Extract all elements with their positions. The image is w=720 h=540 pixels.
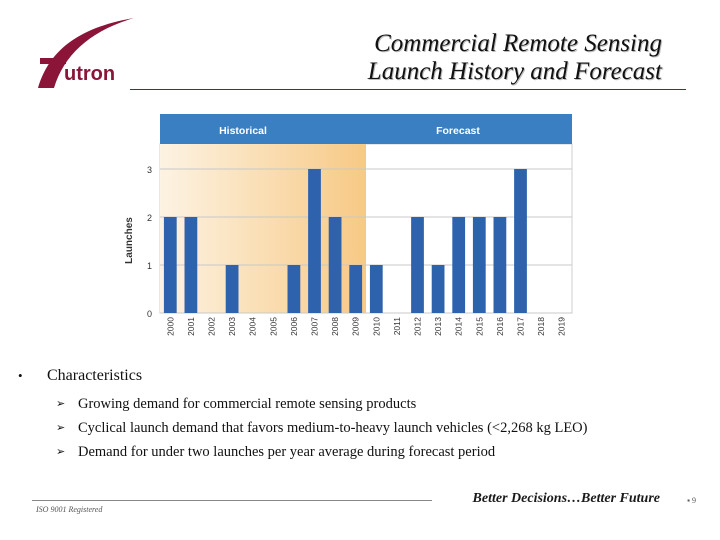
historical-label: Historical [219,125,267,137]
x-tick-label: 2019 [557,317,567,336]
x-tick-label: 2014 [454,317,464,336]
x-tick-label: 2006 [289,317,299,336]
x-tick-label: 2015 [474,317,484,336]
slide-title: Commercial Remote Sensing Launch History… [368,30,662,86]
sub-bullet-text: Cyclical launch demand that favors mediu… [78,420,588,436]
y-tick-label: 2 [147,213,152,223]
launch-chart: 0 1 2 3 2000 2001 2002 2003 2004 2005 2006 2007 2008… [124,114,573,336]
y-tick-label: 0 [147,309,152,319]
footer-tagline: Better Decisions…Better Future [472,491,660,506]
title-line-2: Launch History and Forecast [367,58,662,85]
sub-bullet-item: ➢ Demand for under two launches per year … [18,440,708,464]
bullet-dot-icon: • [18,368,23,383]
page-number-value: 9 [692,496,696,505]
logo-crossbar-icon [40,58,66,64]
bar [287,265,301,313]
bar [225,265,239,313]
bar [452,217,466,313]
characteristics-section: • Characteristics ➢ Growing demand for co… [18,366,708,464]
bullet-heading: Characteristics [47,367,143,384]
bar [349,265,363,313]
bar [411,217,424,313]
x-tick-label: 2008 [330,317,340,336]
logo-wordmark: utron [64,63,115,85]
title-divider [130,89,686,90]
logo-swoosh-icon [38,18,134,88]
arrow-bullet-icon: ➢ [56,422,66,434]
forecast-label: Forecast [436,125,480,137]
bar [514,169,527,313]
x-tick-label: 2018 [536,317,546,336]
bar [184,217,198,313]
y-tick-label: 1 [147,261,152,271]
bullet-characteristics: • Characteristics [18,366,708,386]
arrow-bullet-icon: ➢ [56,398,66,410]
bar [308,169,321,313]
x-tick-label: 2002 [207,317,217,336]
x-tick-label: 2001 [186,317,196,336]
footer-divider [32,500,432,501]
bar [472,217,486,313]
x-tick-label: 2013 [433,317,443,336]
sub-bullet-list: ➢ Growing demand for commercial remote se… [18,392,708,464]
sub-bullet-text: Growing demand for commercial remote sen… [78,396,417,412]
iso-registration: ISO 9001 Registered [36,505,103,514]
period-header-band [160,114,572,144]
x-tick-label: 2007 [310,317,320,336]
sub-bullet-text: Demand for under two launches per year a… [78,444,496,460]
x-tick-label: 2011 [392,317,402,336]
sub-bullet-item: ➢ Cyclical launch demand that favors medi… [18,416,708,440]
x-tick-label: 2000 [165,317,175,336]
x-tick-label: 2004 [248,317,258,336]
bar [328,217,342,313]
x-tick-label: 2009 [351,317,361,336]
sub-bullet-item: ➢ Growing demand for commercial remote se… [18,392,708,416]
bar [369,265,383,313]
y-tick-label: 3 [147,165,152,175]
bar [431,265,445,313]
bar [163,217,177,313]
x-tick-label: 2005 [268,317,278,336]
x-tick-label: 2010 [371,317,381,336]
y-axis-label: Launches [124,217,135,264]
x-tick-label: 2012 [413,317,423,336]
page-number: ▪ 9 [687,496,696,505]
x-tick-label: 2003 [227,317,237,336]
arrow-bullet-icon: ➢ [56,446,66,458]
futron-logo: utron [38,18,134,88]
bar [493,217,507,313]
title-line-1: Commercial Remote Sensing [374,30,662,57]
x-tick-label: 2017 [516,317,526,336]
x-tick-label: 2016 [495,317,505,336]
